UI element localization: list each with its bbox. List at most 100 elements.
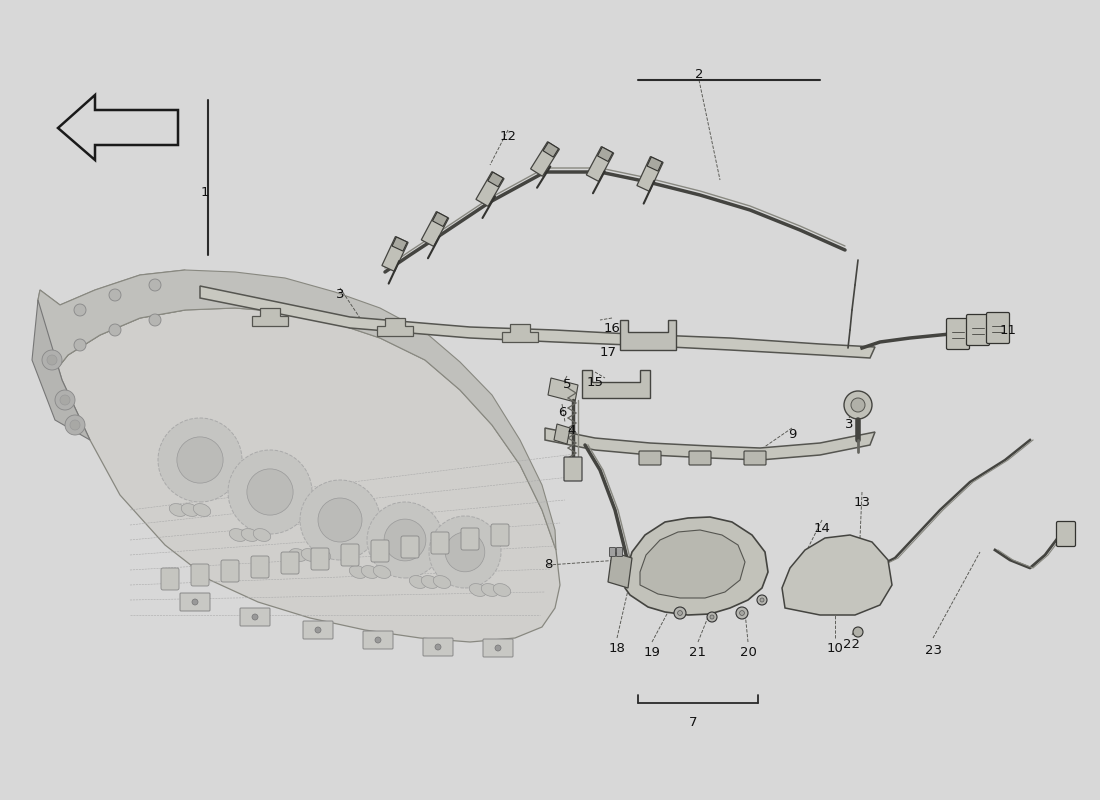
FancyBboxPatch shape — [967, 314, 990, 346]
Circle shape — [678, 610, 682, 615]
Text: 13: 13 — [854, 495, 870, 509]
Polygon shape — [554, 424, 570, 444]
Circle shape — [844, 391, 872, 419]
Polygon shape — [476, 172, 504, 206]
Text: 15: 15 — [586, 375, 604, 389]
Circle shape — [736, 607, 748, 619]
FancyBboxPatch shape — [564, 457, 582, 481]
Text: 3: 3 — [845, 418, 854, 431]
Text: 18: 18 — [608, 642, 626, 654]
Ellipse shape — [470, 583, 486, 597]
Circle shape — [318, 498, 362, 542]
Polygon shape — [548, 378, 578, 402]
Polygon shape — [640, 530, 745, 598]
FancyBboxPatch shape — [221, 560, 239, 582]
Polygon shape — [58, 95, 178, 160]
FancyBboxPatch shape — [161, 568, 179, 590]
Text: 10: 10 — [826, 642, 844, 654]
Polygon shape — [582, 370, 650, 398]
Polygon shape — [487, 172, 503, 187]
Circle shape — [315, 627, 321, 633]
Text: 17: 17 — [600, 346, 616, 358]
Text: 11: 11 — [1000, 323, 1016, 337]
Polygon shape — [543, 142, 559, 157]
Ellipse shape — [229, 529, 246, 542]
Text: 2: 2 — [695, 67, 703, 81]
FancyBboxPatch shape — [609, 547, 616, 557]
Circle shape — [109, 289, 121, 301]
FancyBboxPatch shape — [987, 313, 1010, 343]
FancyBboxPatch shape — [311, 548, 329, 570]
Ellipse shape — [493, 583, 510, 597]
FancyBboxPatch shape — [180, 593, 210, 611]
FancyBboxPatch shape — [639, 451, 661, 465]
Circle shape — [367, 502, 443, 578]
Circle shape — [60, 395, 70, 405]
FancyBboxPatch shape — [424, 638, 453, 656]
Text: 19: 19 — [644, 646, 660, 658]
Circle shape — [757, 595, 767, 605]
Circle shape — [158, 418, 242, 502]
Text: 23: 23 — [924, 643, 942, 657]
Polygon shape — [200, 286, 874, 358]
Text: 8: 8 — [543, 558, 552, 571]
FancyBboxPatch shape — [191, 564, 209, 586]
Text: 21: 21 — [690, 646, 706, 658]
Circle shape — [434, 644, 441, 650]
Text: 22: 22 — [844, 638, 860, 651]
Circle shape — [710, 615, 714, 619]
Polygon shape — [502, 324, 538, 342]
Circle shape — [429, 516, 500, 588]
FancyBboxPatch shape — [251, 556, 270, 578]
Ellipse shape — [253, 529, 271, 542]
Polygon shape — [637, 157, 663, 191]
Ellipse shape — [350, 566, 366, 578]
Polygon shape — [377, 318, 412, 336]
FancyBboxPatch shape — [371, 540, 389, 562]
Circle shape — [495, 645, 500, 651]
Text: 20: 20 — [739, 646, 757, 658]
Text: 4: 4 — [568, 423, 576, 437]
Circle shape — [70, 420, 80, 430]
Circle shape — [74, 304, 86, 316]
Polygon shape — [620, 320, 676, 350]
Ellipse shape — [421, 575, 439, 589]
Ellipse shape — [361, 566, 378, 578]
FancyBboxPatch shape — [240, 608, 270, 626]
FancyBboxPatch shape — [280, 552, 299, 574]
Polygon shape — [39, 270, 556, 550]
Polygon shape — [392, 237, 407, 251]
Polygon shape — [597, 147, 613, 162]
FancyBboxPatch shape — [431, 532, 449, 554]
Text: 6: 6 — [558, 406, 566, 418]
Circle shape — [55, 390, 75, 410]
Polygon shape — [32, 300, 90, 440]
Ellipse shape — [409, 575, 427, 589]
FancyBboxPatch shape — [402, 536, 419, 558]
FancyBboxPatch shape — [946, 318, 969, 350]
Circle shape — [446, 532, 485, 572]
Ellipse shape — [482, 583, 498, 597]
Ellipse shape — [373, 566, 390, 578]
Text: 5: 5 — [563, 378, 571, 391]
FancyBboxPatch shape — [363, 631, 393, 649]
Text: 3: 3 — [336, 289, 344, 302]
Circle shape — [74, 339, 86, 351]
FancyBboxPatch shape — [1056, 522, 1076, 546]
Polygon shape — [382, 237, 408, 271]
Circle shape — [300, 480, 379, 560]
Circle shape — [760, 598, 764, 602]
Circle shape — [177, 437, 223, 483]
Ellipse shape — [433, 575, 451, 589]
Polygon shape — [625, 517, 768, 615]
Polygon shape — [530, 142, 560, 176]
FancyBboxPatch shape — [483, 639, 513, 657]
Circle shape — [852, 627, 864, 637]
Circle shape — [851, 398, 865, 412]
Polygon shape — [432, 212, 448, 226]
Polygon shape — [544, 428, 874, 460]
Circle shape — [192, 599, 198, 605]
Circle shape — [674, 607, 686, 619]
Polygon shape — [252, 308, 288, 326]
Ellipse shape — [169, 503, 187, 517]
